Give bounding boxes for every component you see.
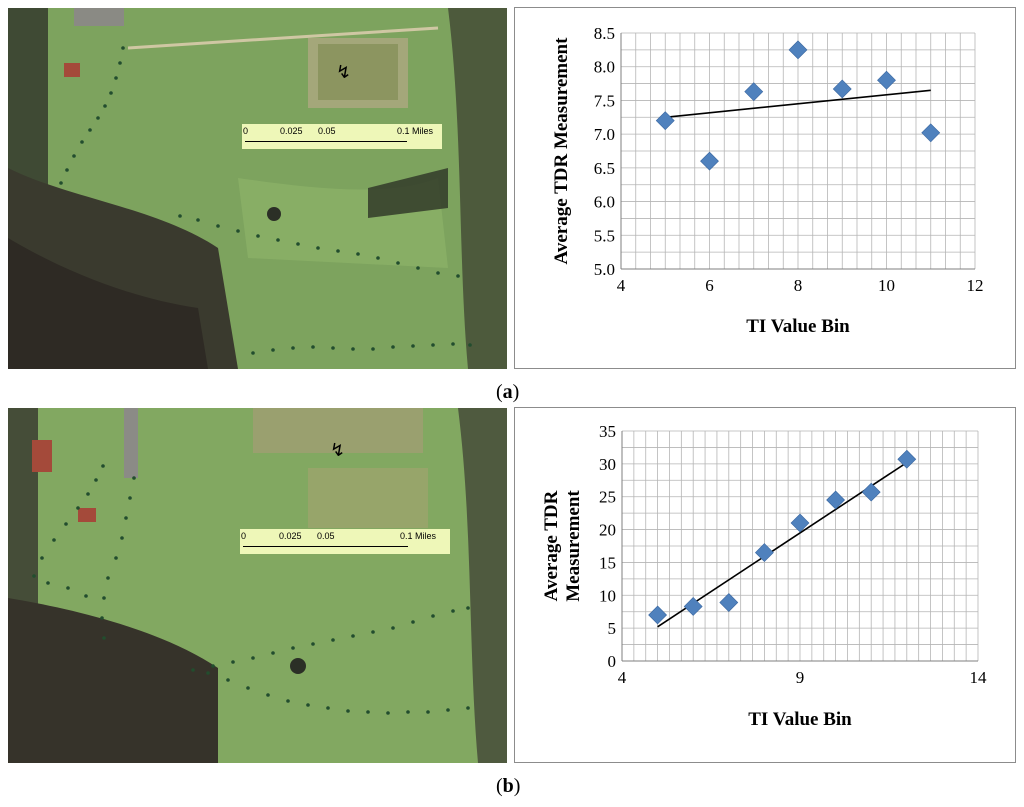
- y-tick-label: 15: [599, 553, 616, 572]
- x-tick-label: 8: [794, 276, 803, 295]
- x-tick-label: 12: [967, 276, 984, 295]
- scale-tick-3: 0.1 Miles: [400, 531, 437, 541]
- data-point: [683, 597, 703, 616]
- data-point: [832, 79, 852, 99]
- chart-svg-b: 0 5 10 15 20 25 30 35 4 9 14 TI Value Bin Average TD…: [541, 422, 988, 730]
- data-point: [655, 111, 675, 131]
- scale-tick-2: 0.05: [317, 531, 335, 541]
- aerial-map-image-a: [8, 8, 507, 369]
- x-axis-title: TI Value Bin: [746, 316, 850, 337]
- data-point: [788, 40, 808, 60]
- scale-line: [243, 546, 408, 547]
- data-point: [700, 151, 719, 171]
- scale-tick-1: 0.025: [280, 126, 303, 136]
- y-tick-label: 20: [599, 521, 616, 540]
- x-tick-label: 4: [618, 668, 627, 687]
- north-arrow-icon: ↯: [330, 440, 346, 461]
- x-axis-title: TI Value Bin: [748, 709, 852, 730]
- data-point: [719, 593, 739, 612]
- chart-a: 5.0 5.5 6.0 6.5 7.0 7.5 8.0 8.5 4 6 8 10 12 TI Value …: [514, 7, 1016, 369]
- chart-svg-a: 5.0 5.5 6.0 6.5 7.0 7.5 8.0 8.5 4 6 8 10 12 TI Value …: [551, 24, 984, 337]
- grid: [620, 32, 976, 270]
- aerial-map-b: 0 0.025 0.05 0.1 Miles ↯: [8, 408, 507, 763]
- y-axis-title: Measurement: [563, 490, 584, 602]
- y-tick-label: 5.5: [594, 226, 615, 245]
- x-tick-label: 6: [705, 276, 714, 295]
- y-tick-label: 6.5: [594, 159, 615, 178]
- data-point: [877, 70, 896, 90]
- scale-line: [245, 141, 407, 142]
- x-tick-label: 4: [617, 276, 626, 295]
- data-point: [921, 123, 941, 143]
- data-point: [744, 82, 764, 102]
- x-tick-label: 9: [796, 668, 805, 687]
- data-point: [790, 513, 810, 533]
- grid: [621, 430, 979, 662]
- y-tick-label: 0: [608, 652, 617, 671]
- aerial-map-image-b: [8, 408, 507, 763]
- scale-tick-2: 0.05: [318, 126, 336, 136]
- scale-tick-3: 0.1 Miles: [397, 126, 434, 136]
- y-tick-label: 8.0: [594, 58, 615, 77]
- y-tick-label: 8.5: [594, 24, 615, 43]
- y-axis-title: Average TDR Measurement: [551, 37, 572, 265]
- y-tick-label: 10: [599, 586, 616, 605]
- y-tick-label: 25: [599, 488, 616, 507]
- panel-label-a: (a): [496, 381, 520, 403]
- y-tick-label: 30: [599, 455, 616, 474]
- panel-label-b: (b): [496, 775, 521, 797]
- x-tick-label: 14: [970, 668, 988, 687]
- data-point: [826, 490, 846, 510]
- scale-bar-a: 0 0.025 0.05 0.1 Miles: [242, 124, 442, 149]
- scale-tick-0: 0: [243, 126, 249, 136]
- y-tick-label: 5: [608, 619, 617, 638]
- y-tick-label: 5.0: [594, 260, 615, 279]
- data-point: [648, 605, 668, 625]
- y-tick-label: 7.0: [594, 125, 615, 144]
- scale-bar-b: 0 0.025 0.05 0.1 Miles: [240, 529, 450, 554]
- scale-tick-1: 0.025: [279, 531, 302, 541]
- data-point: [897, 449, 917, 469]
- aerial-map-a: 0 0.025 0.05 0.1 Miles ↯: [8, 8, 507, 369]
- y-tick-label: 6.0: [594, 193, 615, 212]
- data-point: [861, 482, 881, 502]
- north-arrow-icon: ↯: [336, 62, 352, 83]
- y-tick-label: 7.5: [594, 91, 615, 110]
- y-axis-title: Average TDR: [541, 490, 562, 601]
- scale-tick-0: 0: [241, 531, 247, 541]
- x-tick-label: 10: [878, 276, 895, 295]
- trendline: [665, 89, 931, 119]
- y-tick-label: 35: [599, 422, 616, 441]
- chart-b: 0 5 10 15 20 25 30 35 4 9 14 TI Value Bin Average TD…: [514, 407, 1016, 763]
- data-point: [754, 543, 774, 562]
